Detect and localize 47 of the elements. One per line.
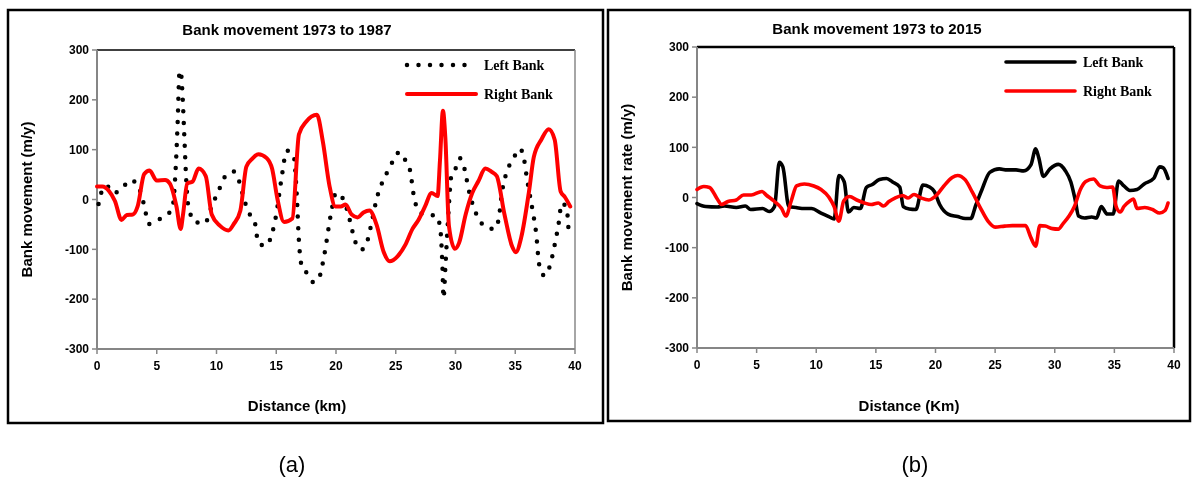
x-tick-label: 40 bbox=[568, 359, 582, 373]
x-tick-label: 30 bbox=[448, 359, 463, 373]
x-tick-label: 30 bbox=[1048, 358, 1062, 372]
x-tick-label: 35 bbox=[1107, 358, 1122, 372]
text: (b) bbox=[901, 452, 929, 477]
x-tick-label: 10 bbox=[209, 359, 224, 373]
line-series bbox=[95, 108, 573, 264]
y-tick-label: -100 bbox=[64, 242, 90, 257]
legend-label: Right Bank bbox=[1083, 83, 1153, 99]
x-tick-label: 25 bbox=[389, 359, 403, 373]
y-tick-label: 100 bbox=[668, 140, 690, 155]
y-tick-label: 0 bbox=[682, 190, 690, 205]
chart-title: Bank movement 1973 to 1987 bbox=[182, 21, 392, 38]
y-tick-label: -200 bbox=[64, 292, 90, 307]
y-tick-label: 300 bbox=[668, 40, 690, 55]
x-tick-label: 5 bbox=[153, 359, 161, 373]
x-tick-label: 35 bbox=[508, 359, 523, 373]
y-axis-title: Bank movement (m/y) bbox=[18, 121, 36, 278]
line-series bbox=[695, 173, 1170, 248]
x-tick-label: 15 bbox=[269, 359, 284, 373]
y-tick-label: -100 bbox=[664, 240, 690, 255]
chart-title: Bank movement 1973 to 2015 bbox=[772, 20, 982, 37]
y-tick-label: -300 bbox=[664, 341, 690, 356]
y-tick-label: 100 bbox=[68, 142, 90, 157]
legend-label: Right Bank bbox=[484, 86, 554, 102]
y-tick-label: 300 bbox=[68, 43, 90, 58]
y-axis-title: Bank movement rate (m/y) bbox=[618, 103, 636, 292]
text: (a) bbox=[278, 452, 306, 477]
x-tick-label: 25 bbox=[988, 358, 1003, 372]
legend-label: Left Bank bbox=[1083, 54, 1144, 70]
legend-label: Left Bank bbox=[484, 57, 545, 73]
x-axis-title: Distance (Km) bbox=[858, 397, 960, 414]
x-axis-title: Distance (km) bbox=[247, 397, 347, 414]
y-tick-label: 0 bbox=[82, 192, 90, 207]
y-tick-label: -300 bbox=[64, 342, 90, 357]
y-tick-label: 200 bbox=[68, 93, 90, 108]
x-tick-label: 20 bbox=[329, 359, 343, 373]
x-tick-label: 40 bbox=[1167, 358, 1181, 372]
y-tick-label: 200 bbox=[668, 90, 690, 105]
x-tick-label: 15 bbox=[869, 358, 883, 372]
x-tick-label: 0 bbox=[693, 358, 701, 372]
y-tick-label: -200 bbox=[664, 291, 690, 306]
x-tick-label: 5 bbox=[753, 358, 761, 372]
x-tick-label: 10 bbox=[809, 358, 824, 372]
line-series bbox=[695, 147, 1170, 221]
x-tick-label: 20 bbox=[928, 358, 943, 372]
x-tick-label: 0 bbox=[93, 359, 101, 373]
